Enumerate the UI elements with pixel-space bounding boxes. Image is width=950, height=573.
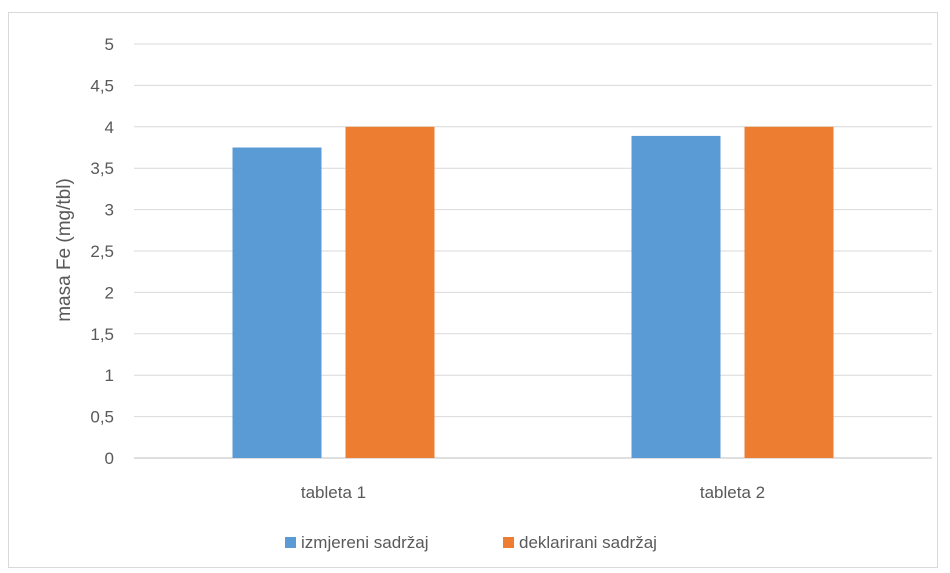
y-tick-label: 5 [105,35,114,54]
y-tick-label: 0 [105,449,114,468]
y-axis-ticks: 0 0,5 1 1,5 2 2,5 3 3,5 4 4,5 5 [90,35,114,468]
y-tick-label: 4,5 [90,76,114,95]
bar-izmjereni-2 [631,135,721,458]
legend-swatch [503,537,514,548]
legend-label: deklarirani sadržaj [519,533,657,552]
y-tick-label: 3,5 [90,159,114,178]
bars [232,126,834,459]
legend-swatch [285,537,296,548]
y-tick-label: 1 [105,366,114,385]
y-tick-label: 3 [105,201,114,220]
bar-izmjereni-1 [232,147,322,458]
x-tick-label: tableta 1 [301,483,366,502]
y-axis-label: masa Fe (mg/tbl) [54,178,75,322]
bar-deklarirani-2 [744,126,834,459]
y-tick-label: 4 [105,118,114,137]
bar-deklarirani-1 [345,126,435,459]
legend: izmjereni sadržaj deklarirani sadržaj [285,533,657,552]
y-tick-label: 0,5 [90,408,114,427]
y-tick-label: 2,5 [90,242,114,261]
y-tick-label: 1,5 [90,325,114,344]
x-axis-ticks: tableta 1 tableta 2 [301,483,765,502]
y-tick-label: 2 [105,283,114,302]
legend-label: izmjereni sadržaj [301,533,429,552]
x-tick-label: tableta 2 [700,483,765,502]
